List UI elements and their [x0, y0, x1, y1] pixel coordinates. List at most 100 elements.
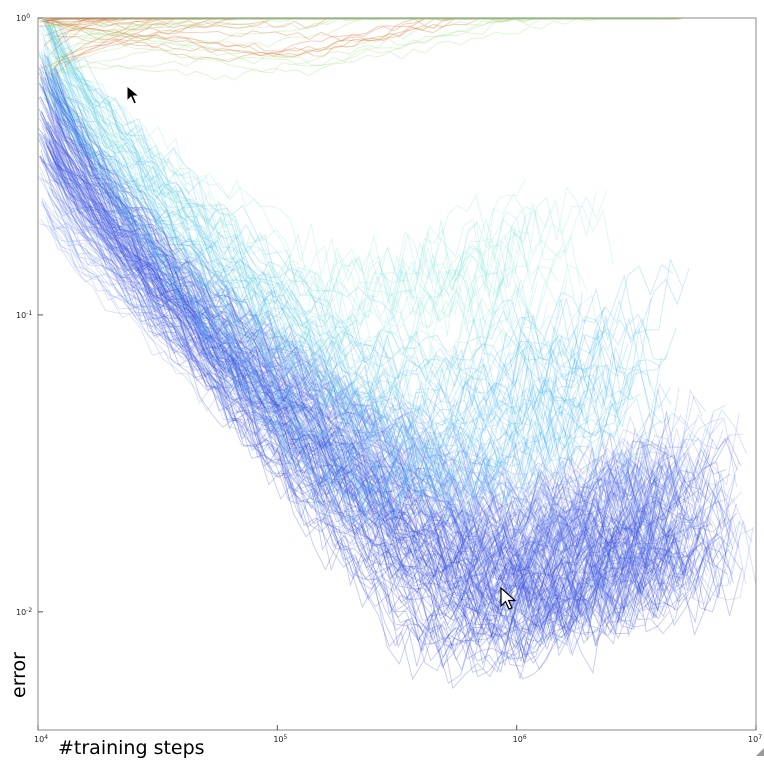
- run-line: [40, 29, 543, 336]
- run-line: [54, 18, 587, 45]
- arrow-cursor-icon: [126, 84, 141, 105]
- run-line: [50, 138, 667, 592]
- run-line: [47, 87, 588, 456]
- run-line: [40, 110, 727, 574]
- run-line: [52, 71, 660, 456]
- run-line: [46, 121, 694, 612]
- run-line: [43, 90, 673, 559]
- x-tick-label: 105: [273, 734, 287, 744]
- run-line: [43, 45, 575, 358]
- run-line: [54, 37, 578, 455]
- run-line: [56, 119, 679, 581]
- run-line: [47, 82, 678, 610]
- run-line: [41, 57, 575, 539]
- run-line: [43, 155, 756, 647]
- run-line: [55, 204, 646, 655]
- resize-grip-icon[interactable]: [756, 748, 764, 756]
- run-line: [42, 65, 632, 429]
- run-line: [55, 18, 579, 395]
- run-line: [42, 18, 518, 442]
- run-line: [52, 101, 734, 608]
- run-line: [40, 64, 681, 681]
- run-line: [38, 132, 679, 602]
- run-line: [41, 131, 668, 547]
- run-line: [51, 18, 655, 29]
- run-line: [53, 210, 726, 516]
- run-line: [42, 117, 690, 674]
- run-line: [38, 52, 603, 413]
- run-line: [38, 66, 706, 552]
- run-line: [38, 82, 639, 460]
- run-line: [49, 150, 668, 670]
- run-line: [50, 72, 728, 645]
- run-line: [49, 226, 697, 534]
- run-line: [44, 63, 721, 633]
- run-line: [54, 160, 663, 528]
- run-line: [49, 23, 597, 304]
- run-line: [48, 215, 689, 611]
- run-line: [52, 152, 721, 570]
- run-line: [41, 137, 712, 660]
- run-line: [41, 112, 630, 642]
- run-line: [45, 24, 588, 367]
- run-line: [45, 20, 683, 391]
- y-tick-label: 10-2: [16, 607, 32, 617]
- run-line: [44, 71, 730, 576]
- run-line: [53, 67, 669, 614]
- run-line: [38, 133, 646, 581]
- run-line: [49, 158, 700, 566]
- run-line: [53, 154, 674, 614]
- run-line: [38, 55, 637, 423]
- run-line: [51, 166, 680, 573]
- run-line: [49, 26, 658, 527]
- run-line: [51, 84, 642, 558]
- run-line: [56, 120, 743, 659]
- run-line: [40, 18, 586, 75]
- run-line: [43, 25, 527, 372]
- run-line: [55, 18, 627, 76]
- run-line: [40, 177, 662, 547]
- run-line: [41, 51, 605, 521]
- run-line: [39, 83, 682, 666]
- training-runs: [38, 18, 756, 690]
- run-line: [47, 157, 731, 501]
- run-line: [45, 216, 696, 632]
- run-line: [52, 151, 679, 543]
- run-line: [41, 79, 608, 466]
- run-line: [46, 18, 676, 41]
- run-line: [38, 88, 581, 342]
- arrow-cursor-icon: [500, 586, 517, 610]
- run-line: [48, 148, 698, 537]
- run-line: [41, 201, 738, 553]
- run-line: [39, 82, 664, 573]
- run-line: [50, 19, 616, 526]
- run-line: [48, 23, 629, 442]
- run-line: [45, 126, 693, 573]
- run-line: [52, 92, 687, 570]
- run-line: [41, 19, 583, 429]
- run-line: [39, 166, 747, 625]
- run-line: [54, 113, 643, 600]
- run-line: [42, 18, 669, 447]
- run-line: [49, 125, 700, 615]
- run-line: [40, 96, 656, 643]
- run-line: [40, 149, 732, 653]
- y-tick-label: 100: [16, 13, 30, 23]
- run-line: [49, 151, 673, 566]
- run-line: [46, 213, 742, 597]
- run-line: [41, 76, 581, 413]
- run-line: [40, 18, 580, 69]
- run-line: [51, 19, 614, 324]
- run-line: [38, 136, 754, 658]
- run-line: [44, 141, 676, 623]
- run-line: [55, 96, 647, 590]
- run-line: [55, 75, 613, 520]
- run-line: [54, 18, 620, 69]
- run-line: [53, 157, 714, 540]
- run-line: [44, 22, 526, 305]
- run-line: [48, 25, 534, 421]
- run-line: [54, 68, 673, 581]
- run-line: [44, 18, 595, 37]
- run-line: [39, 18, 678, 23]
- run-line: [40, 160, 710, 616]
